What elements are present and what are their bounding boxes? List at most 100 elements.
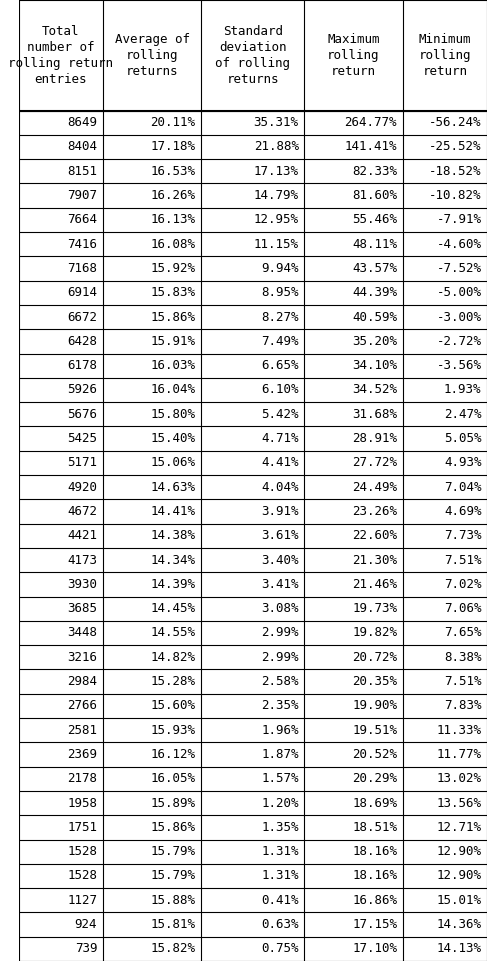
Text: 14.41%: 14.41%: [150, 505, 196, 518]
Bar: [103, 354, 201, 378]
Text: 17.10%: 17.10%: [352, 943, 397, 955]
Text: 7907: 7907: [67, 189, 97, 202]
Bar: [304, 767, 403, 791]
Text: 44.39%: 44.39%: [352, 286, 397, 299]
Text: -3.00%: -3.00%: [436, 310, 481, 324]
Bar: [103, 572, 201, 597]
Text: 1.31%: 1.31%: [261, 870, 299, 882]
Text: 5.42%: 5.42%: [261, 407, 299, 421]
Bar: [103, 111, 201, 135]
Bar: [403, 670, 487, 694]
Bar: [19, 330, 103, 354]
Text: 7.02%: 7.02%: [444, 578, 481, 591]
Bar: [19, 548, 103, 572]
Text: 15.28%: 15.28%: [150, 675, 196, 688]
Text: Minimum
rolling
return: Minimum rolling return: [419, 33, 471, 78]
Text: 7.51%: 7.51%: [444, 675, 481, 688]
Bar: [19, 402, 103, 427]
Text: 6178: 6178: [67, 359, 97, 372]
Bar: [304, 402, 403, 427]
Text: 13.56%: 13.56%: [436, 797, 481, 809]
Text: 20.29%: 20.29%: [352, 773, 397, 785]
Text: 6.65%: 6.65%: [261, 359, 299, 372]
Bar: [304, 111, 403, 135]
Bar: [304, 864, 403, 888]
Text: 7.04%: 7.04%: [444, 480, 481, 494]
Text: 17.18%: 17.18%: [150, 140, 196, 154]
Bar: [19, 0, 103, 111]
Text: 4672: 4672: [67, 505, 97, 518]
Text: 21.46%: 21.46%: [352, 578, 397, 591]
Bar: [403, 378, 487, 402]
Bar: [304, 694, 403, 718]
Bar: [201, 548, 304, 572]
Bar: [103, 791, 201, 815]
Text: 17.15%: 17.15%: [352, 918, 397, 931]
Text: -2.72%: -2.72%: [436, 334, 481, 348]
Text: 15.79%: 15.79%: [150, 845, 196, 858]
Text: 20.35%: 20.35%: [352, 675, 397, 688]
Text: 3685: 3685: [67, 603, 97, 615]
Text: 6.10%: 6.10%: [261, 383, 299, 397]
Bar: [403, 621, 487, 645]
Text: 0.75%: 0.75%: [261, 943, 299, 955]
Bar: [403, 791, 487, 815]
Text: 31.68%: 31.68%: [352, 407, 397, 421]
Bar: [19, 645, 103, 670]
Text: 15.60%: 15.60%: [150, 700, 196, 712]
Text: 15.86%: 15.86%: [150, 310, 196, 324]
Text: 7168: 7168: [67, 262, 97, 275]
Text: 19.90%: 19.90%: [352, 700, 397, 712]
Text: -7.52%: -7.52%: [436, 262, 481, 275]
Text: 8649: 8649: [67, 116, 97, 129]
Bar: [19, 840, 103, 864]
Text: 15.79%: 15.79%: [150, 870, 196, 882]
Text: 35.20%: 35.20%: [352, 334, 397, 348]
Bar: [403, 427, 487, 451]
Bar: [103, 888, 201, 912]
Bar: [403, 330, 487, 354]
Text: 14.34%: 14.34%: [150, 554, 196, 567]
Text: 3.40%: 3.40%: [261, 554, 299, 567]
Text: 12.90%: 12.90%: [436, 870, 481, 882]
Bar: [103, 232, 201, 257]
Bar: [19, 111, 103, 135]
Bar: [201, 937, 304, 961]
Bar: [304, 135, 403, 160]
Bar: [201, 742, 304, 767]
Bar: [403, 208, 487, 232]
Bar: [201, 791, 304, 815]
Text: 13.02%: 13.02%: [436, 773, 481, 785]
Text: -7.91%: -7.91%: [436, 213, 481, 227]
Text: Maximum
rolling
return: Maximum rolling return: [327, 33, 380, 78]
Bar: [304, 621, 403, 645]
Text: 4920: 4920: [67, 480, 97, 494]
Bar: [201, 572, 304, 597]
Bar: [403, 232, 487, 257]
Bar: [103, 645, 201, 670]
Text: 8151: 8151: [67, 164, 97, 178]
Bar: [19, 451, 103, 475]
Text: 5171: 5171: [67, 456, 97, 469]
Bar: [201, 232, 304, 257]
Bar: [19, 135, 103, 160]
Text: -18.52%: -18.52%: [429, 164, 481, 178]
Text: 7.51%: 7.51%: [444, 554, 481, 567]
Bar: [403, 718, 487, 742]
Text: 15.81%: 15.81%: [150, 918, 196, 931]
Text: 2581: 2581: [67, 724, 97, 737]
Bar: [19, 597, 103, 621]
Bar: [201, 645, 304, 670]
Text: 8.95%: 8.95%: [261, 286, 299, 299]
Bar: [201, 427, 304, 451]
Text: 3930: 3930: [67, 578, 97, 591]
Bar: [403, 548, 487, 572]
Bar: [304, 815, 403, 840]
Text: -3.56%: -3.56%: [436, 359, 481, 372]
Bar: [201, 354, 304, 378]
Bar: [201, 597, 304, 621]
Text: 141.41%: 141.41%: [345, 140, 397, 154]
Bar: [403, 694, 487, 718]
Text: 7.83%: 7.83%: [444, 700, 481, 712]
Bar: [201, 160, 304, 184]
